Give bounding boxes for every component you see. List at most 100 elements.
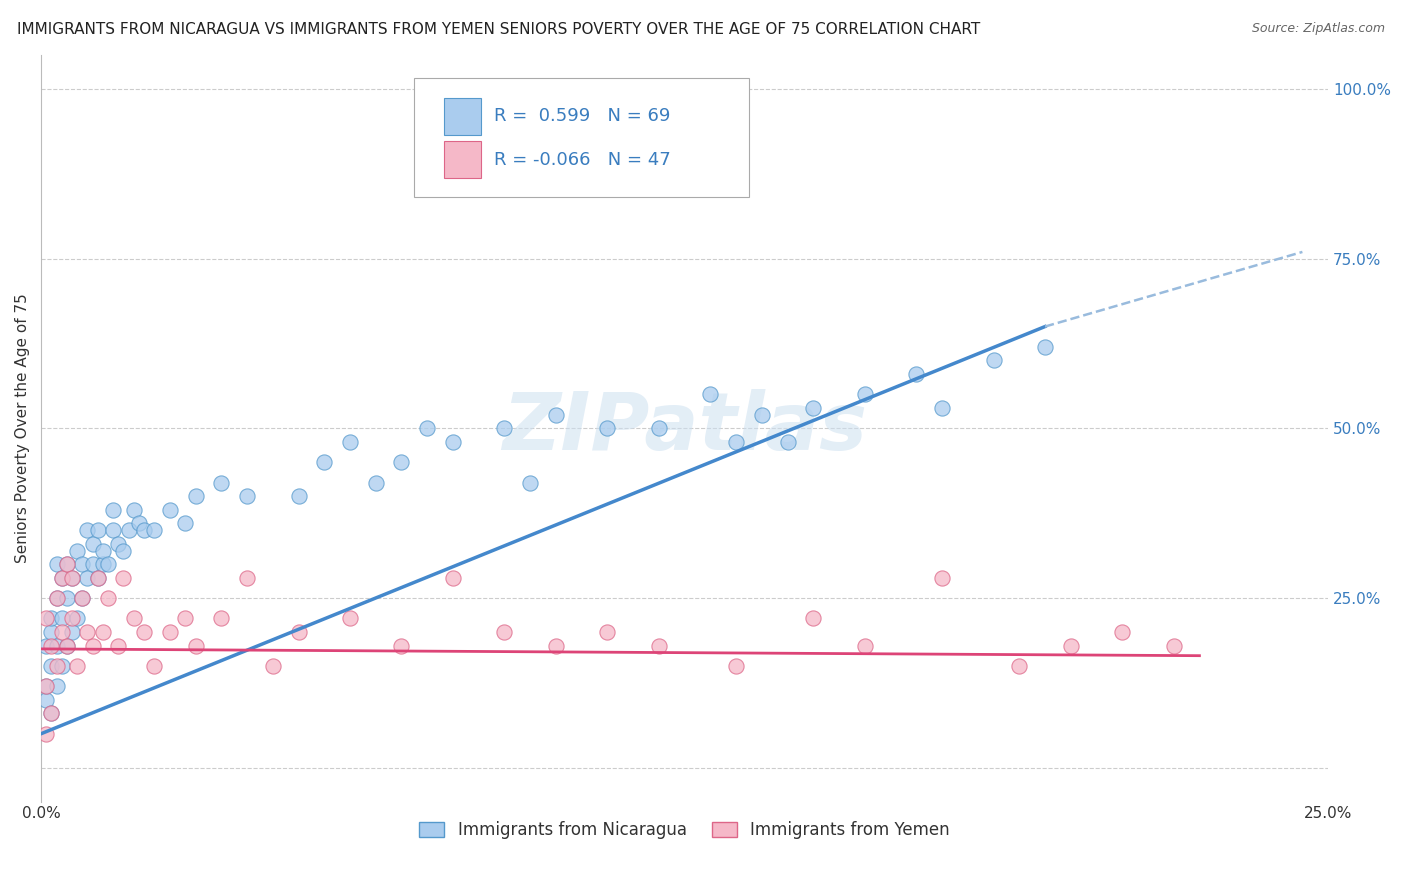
- Point: [494, 624, 516, 639]
- Point: [143, 658, 166, 673]
- Point: [41, 639, 63, 653]
- Point: [107, 537, 129, 551]
- Point: [725, 658, 748, 673]
- Point: [494, 421, 516, 435]
- Point: [648, 639, 671, 653]
- Point: [122, 611, 145, 625]
- Point: [41, 706, 63, 721]
- Text: R = -0.066   N = 47: R = -0.066 N = 47: [494, 151, 671, 169]
- Point: [107, 639, 129, 653]
- Point: [87, 523, 110, 537]
- Point: [339, 434, 361, 449]
- Point: [91, 543, 114, 558]
- Text: Source: ZipAtlas.com: Source: ZipAtlas.com: [1251, 22, 1385, 36]
- Point: [35, 679, 58, 693]
- Point: [76, 571, 98, 585]
- Point: [51, 611, 73, 625]
- Point: [853, 639, 876, 653]
- Point: [1111, 624, 1133, 639]
- Point: [82, 557, 104, 571]
- Point: [66, 543, 89, 558]
- Point: [56, 557, 79, 571]
- Point: [112, 543, 135, 558]
- Point: [56, 639, 79, 653]
- Point: [60, 624, 83, 639]
- Y-axis label: Seniors Poverty Over the Age of 75: Seniors Poverty Over the Age of 75: [15, 293, 30, 563]
- Point: [391, 455, 413, 469]
- Point: [82, 537, 104, 551]
- Point: [416, 421, 439, 435]
- FancyBboxPatch shape: [444, 141, 481, 178]
- Point: [51, 571, 73, 585]
- Point: [776, 434, 799, 449]
- Point: [174, 516, 197, 531]
- Point: [112, 571, 135, 585]
- Point: [596, 421, 619, 435]
- Point: [82, 639, 104, 653]
- Point: [51, 624, 73, 639]
- Point: [97, 557, 120, 571]
- Point: [45, 658, 67, 673]
- Point: [60, 571, 83, 585]
- Point: [35, 727, 58, 741]
- Legend: Immigrants from Nicaragua, Immigrants from Yemen: Immigrants from Nicaragua, Immigrants fr…: [413, 814, 956, 846]
- Point: [184, 639, 207, 653]
- Point: [1060, 639, 1083, 653]
- Point: [45, 557, 67, 571]
- Point: [931, 571, 953, 585]
- Point: [45, 591, 67, 605]
- Point: [596, 624, 619, 639]
- Point: [391, 639, 413, 653]
- Point: [66, 611, 89, 625]
- Point: [41, 658, 63, 673]
- Point: [51, 571, 73, 585]
- Point: [184, 489, 207, 503]
- Point: [132, 624, 155, 639]
- Point: [91, 557, 114, 571]
- Point: [51, 658, 73, 673]
- Point: [41, 624, 63, 639]
- Point: [209, 475, 232, 490]
- Point: [209, 611, 232, 625]
- Point: [236, 571, 259, 585]
- Point: [87, 571, 110, 585]
- Text: IMMIGRANTS FROM NICARAGUA VS IMMIGRANTS FROM YEMEN SENIORS POVERTY OVER THE AGE : IMMIGRANTS FROM NICARAGUA VS IMMIGRANTS …: [17, 22, 980, 37]
- Point: [60, 611, 83, 625]
- Point: [441, 571, 464, 585]
- Point: [364, 475, 387, 490]
- Text: ZIPatlas: ZIPatlas: [502, 389, 868, 467]
- Point: [544, 408, 567, 422]
- Point: [441, 434, 464, 449]
- Point: [314, 455, 336, 469]
- Point: [751, 408, 773, 422]
- Point: [76, 624, 98, 639]
- Text: R =  0.599   N = 69: R = 0.599 N = 69: [494, 107, 671, 126]
- Point: [648, 421, 671, 435]
- Point: [56, 591, 79, 605]
- Point: [853, 387, 876, 401]
- Point: [931, 401, 953, 415]
- Point: [236, 489, 259, 503]
- Point: [56, 557, 79, 571]
- Point: [103, 523, 125, 537]
- Point: [72, 591, 94, 605]
- Point: [699, 387, 721, 401]
- Point: [1008, 658, 1031, 673]
- Point: [72, 557, 94, 571]
- Point: [801, 611, 824, 625]
- Point: [87, 571, 110, 585]
- Point: [45, 679, 67, 693]
- Point: [287, 624, 309, 639]
- Point: [801, 401, 824, 415]
- Point: [544, 639, 567, 653]
- Point: [103, 503, 125, 517]
- Point: [91, 624, 114, 639]
- Point: [117, 523, 139, 537]
- Point: [339, 611, 361, 625]
- Point: [983, 353, 1005, 368]
- FancyBboxPatch shape: [444, 98, 481, 135]
- Point: [905, 367, 928, 381]
- Point: [45, 639, 67, 653]
- Point: [1163, 639, 1185, 653]
- Point: [60, 571, 83, 585]
